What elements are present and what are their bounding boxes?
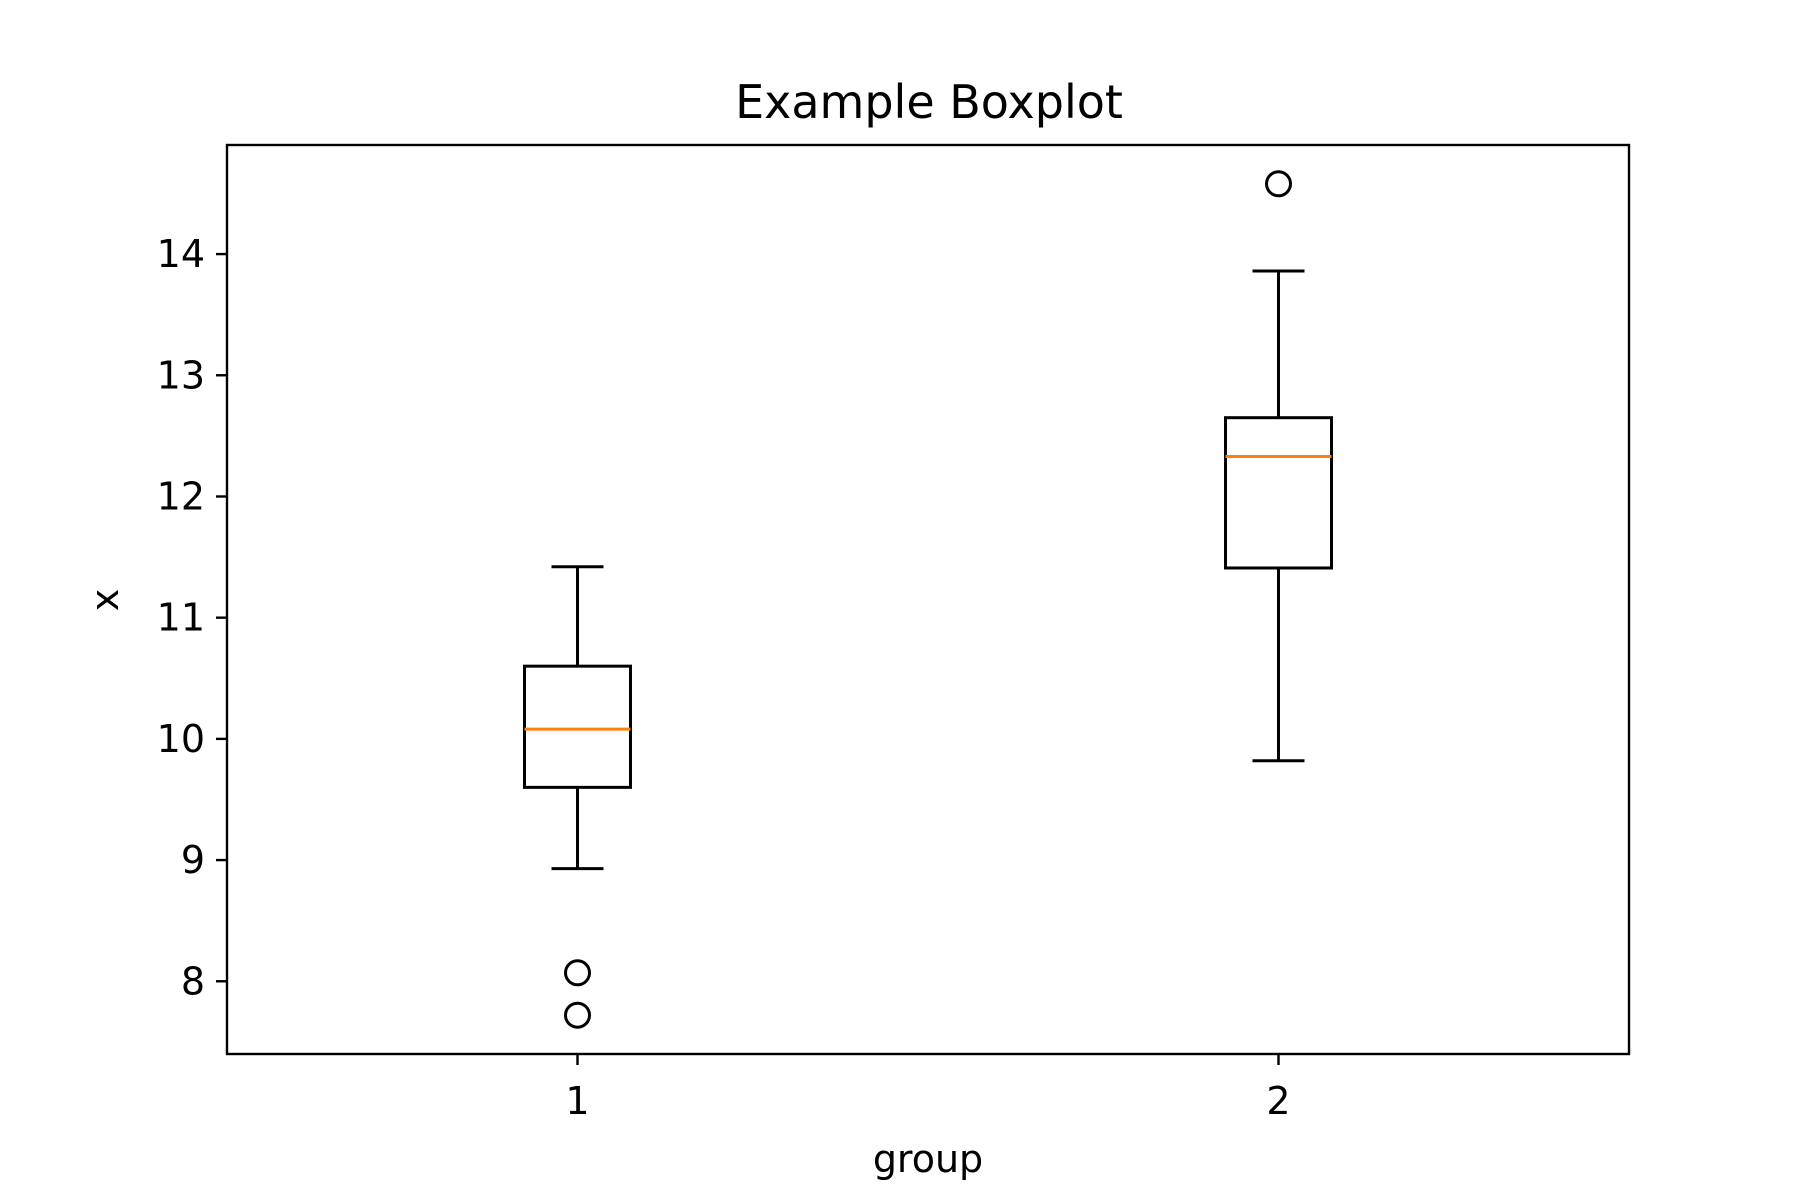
y-tick-label: 8 bbox=[181, 959, 205, 1003]
y-tick-label: 11 bbox=[157, 596, 205, 640]
x-axis-label: group bbox=[873, 1137, 983, 1181]
outlier-point bbox=[564, 959, 591, 987]
x-tick-label: 1 bbox=[565, 1079, 589, 1123]
y-tick-label: 9 bbox=[181, 838, 205, 882]
y-tick-label: 14 bbox=[157, 232, 205, 276]
iqr-box bbox=[523, 664, 632, 789]
y-axis-label: x bbox=[83, 589, 127, 612]
y-tick-label: 10 bbox=[157, 717, 205, 761]
plot-frame bbox=[225, 143, 1631, 1056]
outlier-point bbox=[564, 1001, 591, 1029]
boxes-layer bbox=[523, 170, 1333, 1029]
y-tick-label: 13 bbox=[157, 353, 205, 397]
box-group-2 bbox=[1224, 170, 1333, 763]
chart-title: Example Boxplot bbox=[735, 75, 1123, 129]
outlier-point bbox=[1265, 170, 1292, 198]
y-tick-label: 12 bbox=[157, 474, 205, 518]
y-axis: 8 9 10 11 12 13 14 bbox=[157, 232, 227, 1003]
box-group-1 bbox=[523, 565, 632, 1029]
x-tick-label: 2 bbox=[1266, 1079, 1290, 1123]
iqr-box bbox=[1224, 416, 1333, 570]
